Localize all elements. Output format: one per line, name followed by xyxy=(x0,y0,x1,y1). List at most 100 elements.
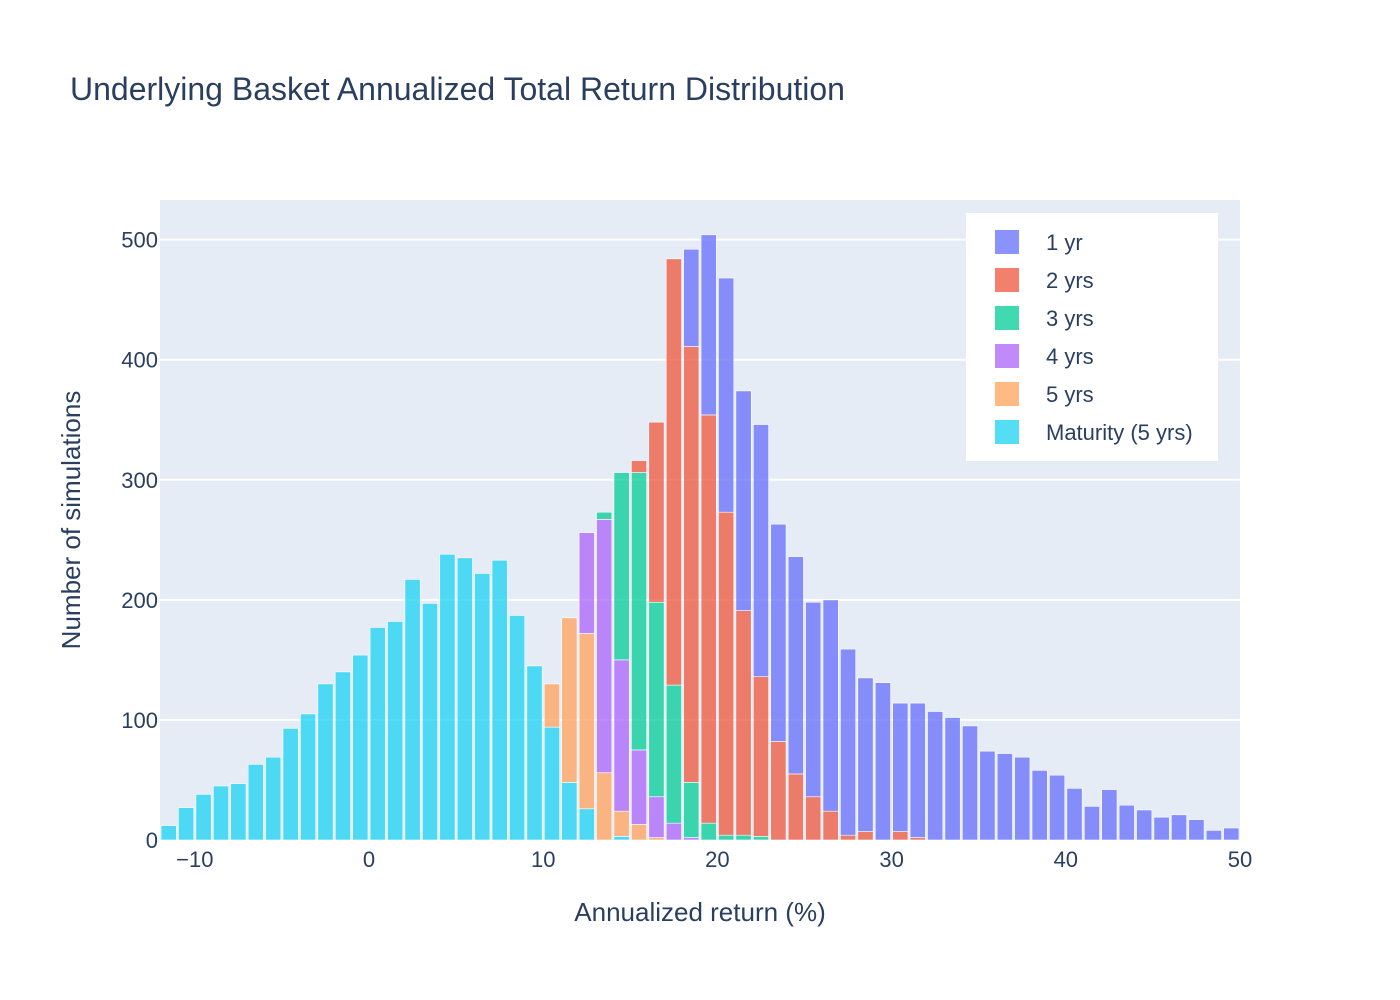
y-axis-title: Number of simulations xyxy=(56,391,86,650)
bar-1-yr-27 xyxy=(1153,816,1170,841)
bar-2-yrs-10 xyxy=(805,796,822,841)
y-tick-label: 500 xyxy=(121,228,158,253)
bar-1-yr-28 xyxy=(1171,814,1187,841)
bar-1-yr-21 xyxy=(1049,774,1066,841)
bar-maturity-5-yrs-7 xyxy=(282,728,299,841)
bar-1-yr-6 xyxy=(787,556,804,775)
legend-swatch xyxy=(995,268,1019,292)
bar-1-yr-4 xyxy=(753,424,769,677)
bar-1-yr-31 xyxy=(1223,827,1240,841)
bar-1-yr-17 xyxy=(979,750,996,841)
bar-3-yrs-8 xyxy=(735,834,752,841)
bar-3-yrs-6 xyxy=(700,822,717,841)
bar-maturity-5-yrs-18 xyxy=(474,573,491,841)
y-tick-label: 400 xyxy=(121,348,158,373)
bar-2-yrs-11 xyxy=(822,810,839,841)
bar-2-yrs-14 xyxy=(892,831,909,841)
bar-3-yrs-3 xyxy=(648,601,665,798)
legend-label: 1 yr xyxy=(1046,230,1083,255)
bar-maturity-5-yrs-4 xyxy=(230,783,247,841)
x-tick-label: 0 xyxy=(363,847,375,872)
x-tick-label: 40 xyxy=(1054,847,1078,872)
bar-2-yrs-8 xyxy=(770,741,787,841)
bar-maturity-5-yrs-20 xyxy=(509,615,526,841)
legend-label: 2 yrs xyxy=(1046,268,1094,293)
bar-2-yrs-4 xyxy=(700,414,717,824)
bar-maturity-5-yrs-17 xyxy=(456,557,473,841)
bar-1-yr-12 xyxy=(892,702,909,832)
bar-1-yr-2 xyxy=(718,277,735,513)
bar-maturity-5-yrs-11 xyxy=(352,654,369,841)
legend-background xyxy=(966,213,1218,461)
legend-label: 3 yrs xyxy=(1046,306,1094,331)
bar-4-yrs-1 xyxy=(596,519,613,774)
bar-maturity-5-yrs-0 xyxy=(160,825,177,841)
bar-2-yrs-5 xyxy=(718,511,735,836)
bar-maturity-5-yrs-8 xyxy=(300,713,317,841)
chart-title: Underlying Basket Annualized Total Retur… xyxy=(70,71,845,107)
x-tick-label: −10 xyxy=(176,847,213,872)
bar-maturity-5-yrs-16 xyxy=(439,553,456,841)
bar-1-yr-22 xyxy=(1066,788,1083,841)
bar-2-yrs-13 xyxy=(857,831,874,841)
bar-5-yrs-0 xyxy=(543,683,560,728)
bar-2-yrs-2 xyxy=(665,258,682,686)
x-tick-label: 50 xyxy=(1228,847,1252,872)
legend-label: 5 yrs xyxy=(1046,382,1094,407)
bar-4-yrs-0 xyxy=(578,532,595,634)
y-tick-label: 200 xyxy=(121,588,158,613)
bar-1-yr-11 xyxy=(874,682,891,841)
bar-4-yrs-3 xyxy=(631,749,647,825)
bar-1-yr-15 xyxy=(944,717,961,841)
bar-maturity-5-yrs-5 xyxy=(247,764,264,841)
x-axis-title: Annualized return (%) xyxy=(574,897,825,927)
bar-maturity-5-yrs-24 xyxy=(578,808,595,841)
bars xyxy=(160,234,1240,841)
bar-maturity-5-yrs-13 xyxy=(387,621,404,841)
y-tick-label: 100 xyxy=(121,708,158,733)
bar-maturity-5-yrs-19 xyxy=(491,559,508,841)
bar-maturity-5-yrs-22 xyxy=(543,726,560,841)
bar-5-yrs-5 xyxy=(631,824,647,841)
legend-swatch xyxy=(995,306,1019,330)
bar-5-yrs-1 xyxy=(561,617,578,783)
bar-1-yr-30 xyxy=(1205,830,1222,841)
bar-3-yrs-4 xyxy=(665,684,682,824)
bar-1-yr-19 xyxy=(1014,756,1031,841)
bar-1-yr-23 xyxy=(1083,806,1100,841)
legend-swatch xyxy=(995,420,1019,444)
bar-3-yrs-5 xyxy=(683,782,700,838)
bar-3-yrs-2 xyxy=(631,472,647,751)
bar-2-yrs-1 xyxy=(648,421,665,603)
bar-4-yrs-5 xyxy=(665,822,682,841)
bar-maturity-5-yrs-21 xyxy=(526,665,543,841)
bar-2-yrs-7 xyxy=(753,676,769,837)
bar-1-yr-29 xyxy=(1188,819,1205,841)
bar-1-yr-14 xyxy=(927,711,944,841)
bar-1-yr-10 xyxy=(857,677,874,832)
legend: 1 yr 2 yrs 3 yrs 4 yrs 5 yrs Maturity (5 yrs) xyxy=(966,213,1218,461)
bar-1-yr-5 xyxy=(770,523,787,742)
bar-2-yrs-12 xyxy=(840,834,857,841)
bar-maturity-5-yrs-9 xyxy=(317,683,334,841)
bar-1-yr-0 xyxy=(683,248,700,347)
bar-maturity-5-yrs-25 xyxy=(613,836,630,841)
bar-maturity-5-yrs-12 xyxy=(369,627,386,841)
bar-4-yrs-6 xyxy=(683,837,700,841)
x-axis-ticks: −10 0 10 20 30 40 50 xyxy=(176,847,1252,872)
legend-swatch xyxy=(995,382,1019,406)
bar-1-yr-26 xyxy=(1136,809,1153,841)
y-tick-label: 0 xyxy=(146,828,158,853)
bar-1-yr-25 xyxy=(1118,804,1135,841)
bar-maturity-5-yrs-1 xyxy=(178,807,195,841)
y-axis-ticks: 0 100 200 300 400 500 xyxy=(121,228,158,853)
bar-3-yrs-1 xyxy=(613,472,630,661)
bar-1-yr-18 xyxy=(996,753,1013,841)
bar-1-yr-8 xyxy=(822,599,839,812)
bar-1-yr-3 xyxy=(735,390,752,611)
bar-1-yr-9 xyxy=(840,648,857,836)
bar-1-yr-1 xyxy=(700,234,717,416)
bar-maturity-5-yrs-2 xyxy=(195,794,212,841)
bar-1-yr-7 xyxy=(805,601,822,798)
